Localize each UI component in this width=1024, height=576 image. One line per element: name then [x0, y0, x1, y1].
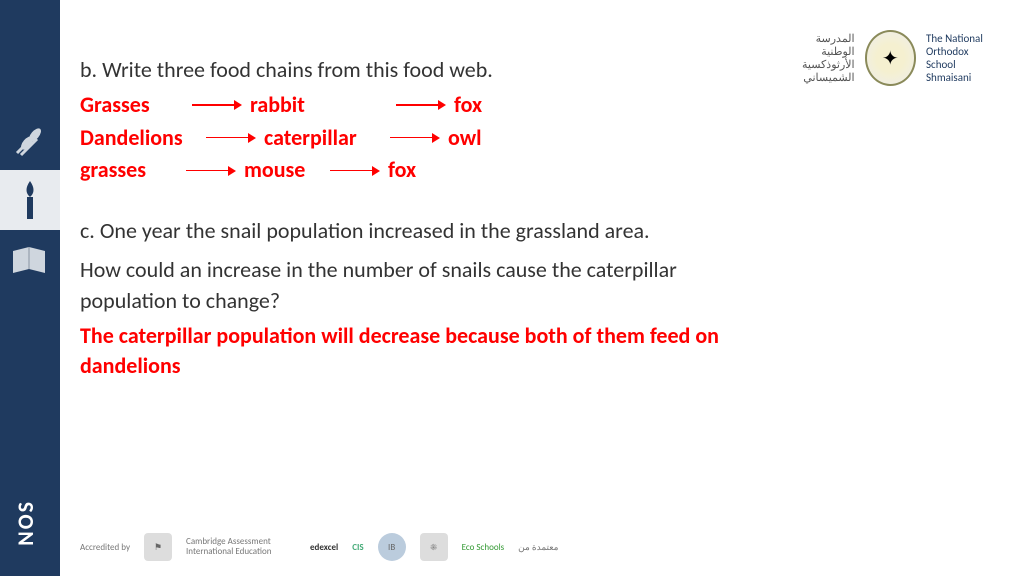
logo-arabic: المدرسة الوطنية الأرثوذكسية الشميساني [774, 32, 855, 85]
footer-item: Cambridge Assessment International Educa… [186, 537, 296, 557]
logo-en-line3: Shmaisani [926, 71, 994, 84]
food-chain-3: grasses mouse fox [80, 155, 720, 186]
chain-item: owl [448, 123, 482, 154]
arrow-icon [186, 166, 238, 176]
food-chain-1: Grasses rabbit fox [80, 90, 720, 121]
book-icon [0, 230, 60, 290]
logo-ar-line1: المدرسة [774, 32, 855, 45]
sidebar: NOS [0, 0, 60, 576]
chain-item: grasses [80, 155, 180, 186]
wheat-icon [0, 110, 60, 170]
logo-en-line2: Orthodox School [926, 45, 994, 71]
arrow-icon [330, 166, 382, 176]
question-c-line2: How could an increase in the number of s… [80, 255, 720, 317]
footer-item: CIS [352, 542, 363, 553]
footer-badge-icon: ⚑ [144, 533, 172, 561]
arrow-icon [192, 100, 244, 110]
logo-english: The National Orthodox School Shmaisani [926, 32, 994, 85]
main-content: b. Write three food chains from this foo… [80, 55, 720, 382]
footer-accreditation: Accredited by ⚑ Cambridge Assessment Int… [80, 533, 558, 561]
question-c-line1: c. One year the snail population increas… [80, 216, 720, 247]
nos-label: NOS [12, 500, 39, 546]
logo-crest-icon: ✦ [865, 30, 916, 86]
logo-en-line1: The National [926, 32, 994, 45]
footer-badge-icon: ☀ [420, 533, 448, 561]
accredited-label: Accredited by [80, 542, 130, 553]
logo-ar-line3: الشميساني [774, 71, 855, 84]
chain-item: fox [388, 155, 416, 186]
footer-item: Eco Schools [462, 542, 505, 553]
chain-item: caterpillar [264, 123, 384, 154]
sidebar-icons [0, 110, 60, 290]
chain-item: rabbit [250, 90, 390, 121]
school-logo-block: المدرسة الوطنية الأرثوذكسية الشميساني ✦ … [774, 30, 994, 86]
arrow-icon [390, 133, 442, 143]
chain-item: Dandelions [80, 123, 200, 154]
answer-c-text: The caterpillar population will decrease… [80, 321, 720, 383]
chain-item: Grasses [80, 90, 186, 121]
footer-item: معتمدة من [518, 542, 558, 553]
chain-item: fox [454, 90, 482, 121]
arrow-icon [206, 133, 258, 143]
chain-item: mouse [244, 155, 324, 186]
food-chain-2: Dandelions caterpillar owl [80, 123, 720, 154]
question-b-text: b. Write three food chains from this foo… [80, 55, 720, 86]
footer-badge-icon: IB [378, 533, 406, 561]
arrow-icon [396, 100, 448, 110]
torch-icon [0, 170, 60, 230]
footer-item: edexcel [310, 542, 338, 553]
logo-ar-line2: الوطنية الأرثوذكسية [774, 45, 855, 71]
